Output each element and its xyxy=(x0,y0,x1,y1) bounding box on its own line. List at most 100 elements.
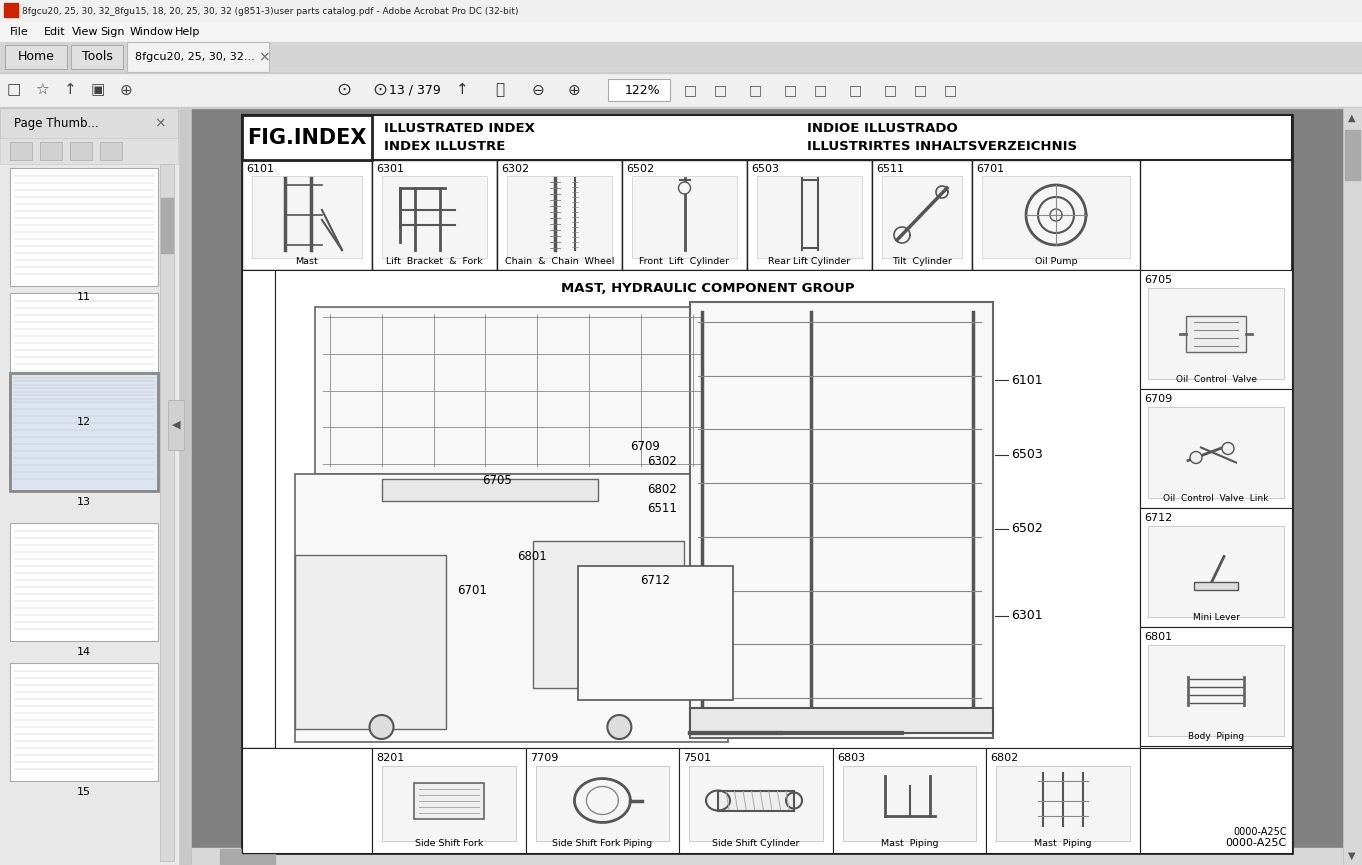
Text: 6802: 6802 xyxy=(990,753,1019,763)
Text: ▼: ▼ xyxy=(1348,851,1355,861)
Bar xyxy=(1140,508,1293,627)
Bar xyxy=(242,115,1293,160)
Bar xyxy=(159,164,174,861)
Text: 11: 11 xyxy=(78,292,91,302)
Text: 6709: 6709 xyxy=(1144,394,1173,404)
Text: 6801: 6801 xyxy=(518,550,548,563)
Bar xyxy=(315,307,707,474)
Bar xyxy=(10,663,158,781)
Bar xyxy=(533,541,684,689)
Bar xyxy=(10,523,158,641)
Text: 6511: 6511 xyxy=(647,503,677,516)
Text: Sign: Sign xyxy=(99,27,124,37)
Bar xyxy=(381,479,598,501)
Bar xyxy=(680,748,832,853)
Bar xyxy=(1140,270,1293,389)
Text: 6101: 6101 xyxy=(1011,374,1042,387)
Text: Window: Window xyxy=(129,27,174,37)
Text: Body  Piping: Body Piping xyxy=(1188,732,1244,741)
Bar xyxy=(39,142,63,160)
Bar xyxy=(242,748,275,853)
Bar xyxy=(192,848,1342,865)
Text: File: File xyxy=(10,27,29,37)
Bar xyxy=(242,160,372,270)
Bar xyxy=(242,115,372,160)
Text: Edit: Edit xyxy=(44,27,65,37)
Bar xyxy=(883,176,962,258)
Bar xyxy=(99,142,123,160)
Bar xyxy=(242,115,1293,853)
Bar xyxy=(1186,316,1246,351)
Bar xyxy=(372,160,497,270)
Text: ⊖: ⊖ xyxy=(531,82,545,98)
Text: 6503: 6503 xyxy=(750,164,779,174)
Text: 6712: 6712 xyxy=(1144,513,1173,523)
Text: 122%: 122% xyxy=(625,84,661,97)
Bar xyxy=(242,748,275,853)
Text: 13: 13 xyxy=(78,497,91,507)
Bar xyxy=(982,176,1130,258)
Text: 6803: 6803 xyxy=(836,753,865,763)
Bar xyxy=(632,176,737,258)
Bar xyxy=(607,79,670,101)
Bar xyxy=(972,160,1140,270)
Text: 6802: 6802 xyxy=(647,484,677,497)
Text: Mast: Mast xyxy=(296,257,319,266)
Bar xyxy=(381,766,516,841)
Bar xyxy=(414,783,484,818)
Text: □: □ xyxy=(684,83,696,97)
Bar xyxy=(872,160,972,270)
Bar xyxy=(1344,108,1361,865)
Text: □: □ xyxy=(914,83,926,97)
Bar xyxy=(0,107,1362,108)
Bar xyxy=(296,554,447,728)
Text: Oil Pump: Oil Pump xyxy=(1035,257,1077,266)
Bar xyxy=(507,176,612,258)
Circle shape xyxy=(1190,452,1203,464)
Bar xyxy=(1346,130,1361,180)
Text: □: □ xyxy=(813,83,827,97)
Bar xyxy=(242,748,372,853)
Text: 14: 14 xyxy=(76,647,91,657)
Text: ⊕: ⊕ xyxy=(120,82,132,98)
Text: 15: 15 xyxy=(78,787,91,797)
Text: ✋: ✋ xyxy=(496,82,504,98)
Text: 6705: 6705 xyxy=(482,474,512,487)
Text: 12: 12 xyxy=(76,417,91,427)
Text: Oil  Control  Valve: Oil Control Valve xyxy=(1175,375,1257,384)
Text: 8201: 8201 xyxy=(376,753,405,763)
Text: Mini Lever: Mini Lever xyxy=(1193,613,1239,622)
Text: ☆: ☆ xyxy=(35,82,49,98)
Text: Home: Home xyxy=(18,50,54,63)
Text: 6503: 6503 xyxy=(1011,448,1043,461)
Text: Mast  Piping: Mast Piping xyxy=(881,839,938,848)
Bar xyxy=(10,168,158,286)
Text: Rear Lift Cylinder: Rear Lift Cylinder xyxy=(768,257,851,266)
Bar xyxy=(1148,526,1284,617)
Bar xyxy=(296,474,727,742)
Text: 6705: 6705 xyxy=(1144,275,1173,285)
Text: □: □ xyxy=(849,83,862,97)
Circle shape xyxy=(1222,443,1234,454)
Bar xyxy=(192,108,1342,863)
Text: 6101: 6101 xyxy=(247,164,274,174)
Bar xyxy=(757,176,862,258)
Bar xyxy=(497,160,622,270)
Bar xyxy=(10,293,158,411)
Text: Front  Lift  Cylinder: Front Lift Cylinder xyxy=(639,257,730,266)
Bar xyxy=(1148,288,1284,379)
Bar xyxy=(986,748,1140,853)
Bar xyxy=(221,849,275,864)
Bar xyxy=(0,72,1362,73)
Bar xyxy=(1140,748,1293,853)
Bar xyxy=(242,270,275,748)
Bar xyxy=(161,198,173,253)
Text: 6709: 6709 xyxy=(629,440,659,453)
Text: ×: × xyxy=(257,50,270,64)
Text: View: View xyxy=(72,27,98,37)
Circle shape xyxy=(607,715,632,739)
Bar xyxy=(1148,645,1284,736)
Text: □: □ xyxy=(749,83,761,97)
Bar xyxy=(1148,407,1284,498)
Bar xyxy=(0,42,1362,72)
